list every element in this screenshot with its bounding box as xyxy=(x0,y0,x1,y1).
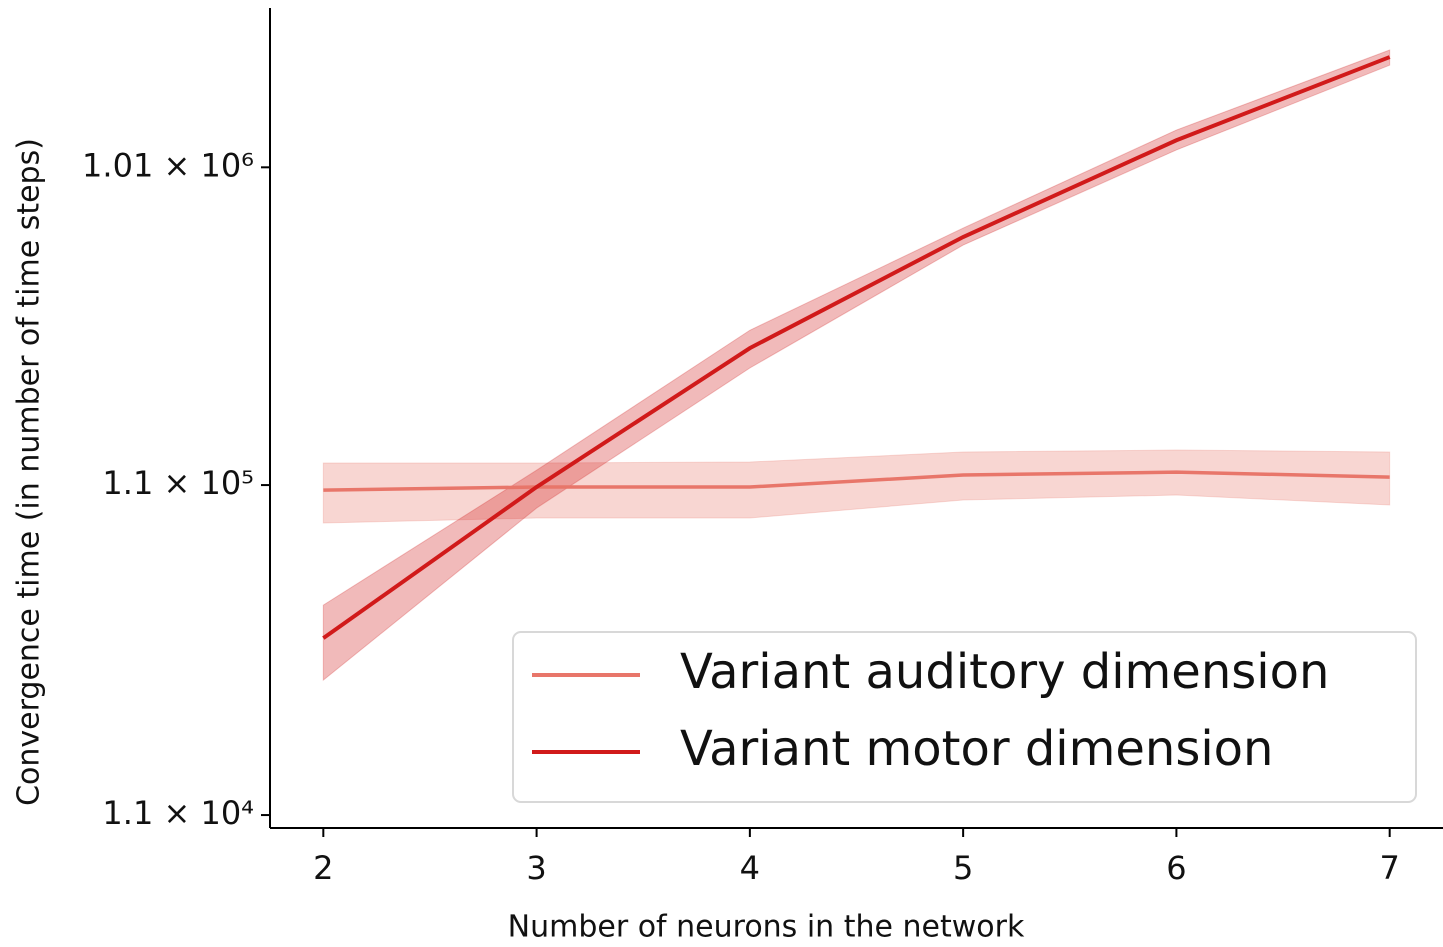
x-tick-label: 3 xyxy=(526,849,546,887)
error-band xyxy=(322,449,1391,524)
x-tick-label: 7 xyxy=(1380,849,1400,887)
x-tick-label: 4 xyxy=(740,849,760,887)
y-tick-label: 1.01 × 10⁶ xyxy=(82,146,254,184)
legend-label: Variant auditory dimension xyxy=(680,644,1329,700)
line xyxy=(322,55,1391,640)
legend-box xyxy=(512,631,1417,803)
x-tick-label: 6 xyxy=(1166,849,1186,887)
x-axis-label: Number of neurons in the network xyxy=(508,910,1025,945)
error-band xyxy=(322,49,1391,682)
legend-label: Variant motor dimension xyxy=(680,721,1273,777)
legend: Variant auditory dimension Variant motor … xyxy=(512,631,1417,803)
y-tick-label: 1.1 × 10⁵ xyxy=(102,464,254,502)
x-tick-label: 5 xyxy=(953,849,973,887)
line xyxy=(323,470,1390,492)
y-tick-label: 1.1 × 10⁴ xyxy=(102,794,254,832)
x-tick-label: 2 xyxy=(313,849,333,887)
y-axis-label: Convergence time (in number of time step… xyxy=(12,138,47,806)
